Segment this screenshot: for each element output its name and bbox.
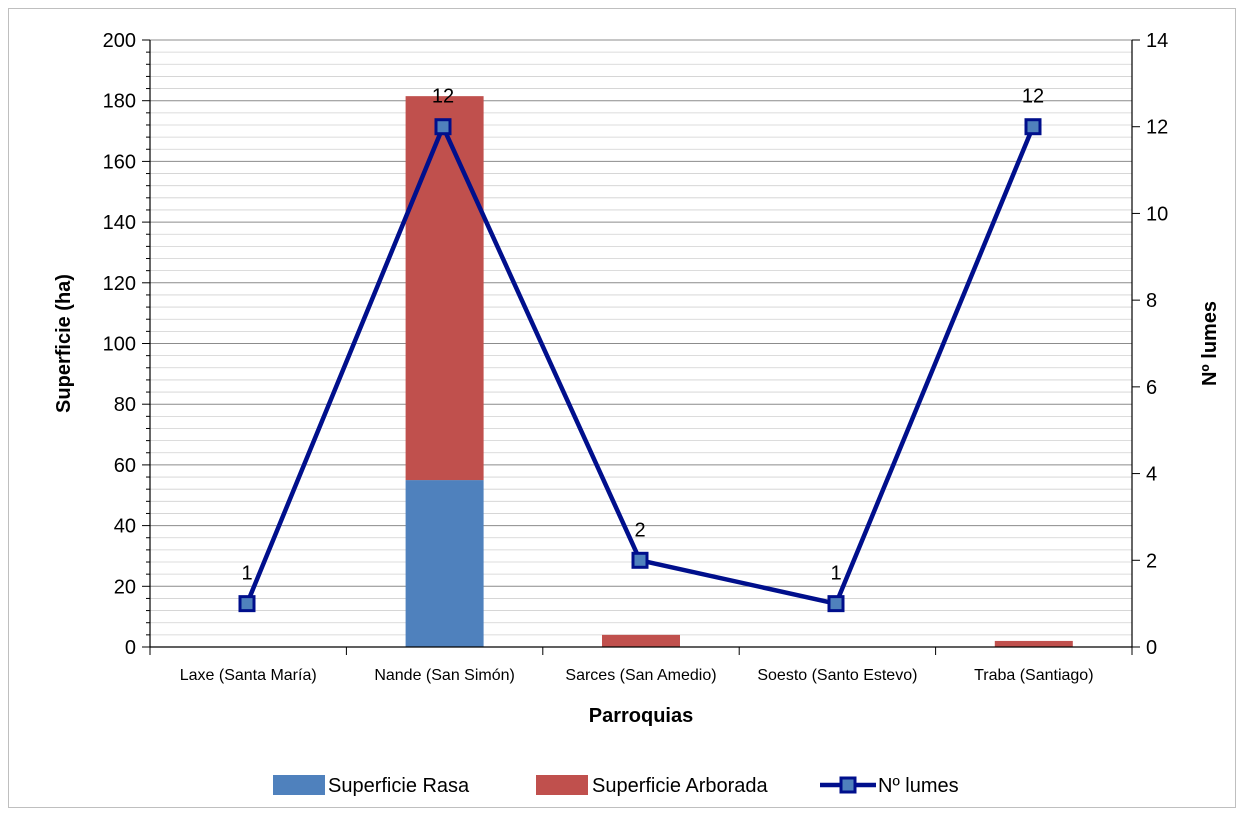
y-tick-label: 0	[125, 637, 136, 659]
legend-swatch-arborada	[536, 775, 588, 795]
y-tick-label: 180	[103, 91, 136, 113]
x-tick-label: Traba (Santiago)	[974, 667, 1093, 684]
legend-swatch-rasa	[273, 775, 325, 795]
y2-tick-label: 10	[1146, 203, 1168, 225]
lumes-marker	[827, 595, 845, 613]
bar-superficie-arborada	[602, 634, 680, 647]
y2-tick-label: 14	[1146, 30, 1168, 52]
y2-tick-label: 4	[1146, 464, 1157, 486]
lumes-marker	[631, 551, 649, 569]
bar-superficie-arborada	[994, 640, 1073, 647]
y-tick-label: 40	[114, 516, 136, 538]
y-axis-title: Superficie (ha)	[53, 274, 75, 413]
lumes-marker	[238, 595, 256, 613]
y-tick-label: 20	[114, 576, 136, 598]
x-tick-label: Nande (San Simón)	[374, 667, 515, 684]
y2-tick-label: 12	[1146, 117, 1168, 139]
lumes-data-label: 12	[432, 86, 454, 108]
lumes-data-label: 2	[634, 519, 645, 541]
bar-superficie-rasa	[405, 480, 484, 647]
bar-superficie-arborada	[405, 96, 484, 481]
lumes-data-label: 1	[241, 563, 252, 585]
y-tick-label: 160	[103, 151, 136, 173]
y-tick-label: 80	[114, 394, 136, 416]
legend-label-arborada: Superficie Arborada	[592, 775, 769, 797]
chart-frame	[8, 8, 1236, 808]
y-tick-label: 120	[103, 273, 136, 295]
labels: Parroquias Superficie (ha) Nº lumes 1 12 2 1 12	[53, 86, 1221, 727]
legend-label-rasa: Superficie Rasa	[328, 775, 470, 797]
axes: 02040608010012014016018020002468101214La…	[103, 30, 1169, 684]
lumes-line	[238, 118, 1042, 613]
bars	[405, 96, 1073, 647]
gridlines	[150, 39, 1132, 636]
x-tick-label: Soesto (Santo Estevo)	[757, 667, 917, 684]
x-tick-label: Sarces (San Amedio)	[565, 667, 716, 684]
lumes-marker	[1024, 118, 1042, 136]
y-tick-label: 140	[103, 212, 136, 234]
lumes-data-label: 1	[830, 563, 841, 585]
legend-marker-lumes	[839, 776, 857, 794]
y2-tick-label: 0	[1146, 637, 1157, 659]
x-tick-label: Laxe (Santa María)	[180, 667, 317, 684]
y-tick-label: 60	[114, 455, 136, 477]
lumes-data-label: 12	[1022, 86, 1044, 108]
legend-label-lumes: Nº lumes	[878, 775, 959, 797]
y2-tick-label: 2	[1146, 550, 1157, 572]
x-axis-title: Parroquias	[589, 705, 693, 727]
lumes-marker	[434, 118, 452, 136]
y-tick-label: 100	[103, 334, 136, 356]
y2-tick-label: 6	[1146, 377, 1157, 399]
y2-axis-title: Nº lumes	[1199, 301, 1221, 386]
y-tick-label: 200	[103, 30, 136, 52]
y2-tick-label: 8	[1146, 290, 1157, 312]
legend: Superficie Rasa Superficie Arborada Nº lum…	[273, 775, 959, 797]
